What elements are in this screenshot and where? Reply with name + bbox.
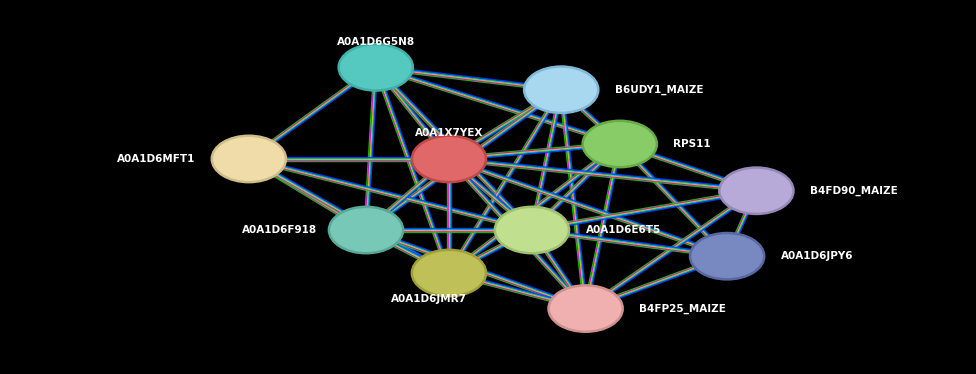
Ellipse shape <box>690 233 764 279</box>
Ellipse shape <box>212 136 286 182</box>
Ellipse shape <box>524 67 598 113</box>
Text: A0A1D6G5N8: A0A1D6G5N8 <box>337 37 415 47</box>
Text: A0A1D6JMR7: A0A1D6JMR7 <box>391 294 468 304</box>
Ellipse shape <box>583 121 657 167</box>
Ellipse shape <box>339 44 413 91</box>
Text: B4FD90_MAIZE: B4FD90_MAIZE <box>810 186 898 196</box>
Text: A0A1D6F918: A0A1D6F918 <box>242 225 317 235</box>
Ellipse shape <box>329 207 403 253</box>
Text: A0A1D6MFT1: A0A1D6MFT1 <box>117 154 195 164</box>
Text: RPS11: RPS11 <box>673 139 712 149</box>
Ellipse shape <box>495 207 569 253</box>
Ellipse shape <box>719 168 793 214</box>
Text: A0A1X7YEX: A0A1X7YEX <box>415 128 483 138</box>
Text: B4FP25_MAIZE: B4FP25_MAIZE <box>639 303 726 314</box>
Ellipse shape <box>412 136 486 182</box>
Ellipse shape <box>412 250 486 296</box>
Text: B6UDY1_MAIZE: B6UDY1_MAIZE <box>615 85 704 95</box>
Text: A0A1D6JPY6: A0A1D6JPY6 <box>781 251 853 261</box>
Text: A0A1D6E6T5: A0A1D6E6T5 <box>586 225 661 235</box>
Ellipse shape <box>549 285 623 332</box>
